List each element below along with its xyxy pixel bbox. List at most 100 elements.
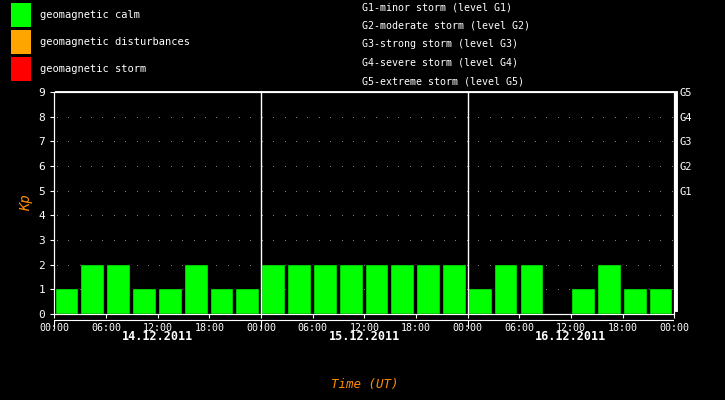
Point [529, 286, 541, 292]
Point [370, 163, 381, 169]
Bar [469, 289, 492, 314]
Bar [11, 57, 31, 81]
Point [130, 138, 142, 144]
Point [324, 114, 336, 120]
Point [666, 262, 677, 268]
Point [142, 89, 154, 95]
Point [199, 138, 211, 144]
Point [438, 262, 450, 268]
Point [62, 114, 74, 120]
Point [507, 89, 518, 95]
Point [188, 114, 199, 120]
Bar [392, 265, 414, 314]
Bar [572, 289, 595, 314]
Point [655, 114, 666, 120]
Point [120, 286, 131, 292]
Point [370, 212, 381, 218]
Point [256, 262, 268, 268]
Point [415, 138, 427, 144]
Point [461, 262, 473, 268]
Point [609, 237, 621, 243]
Point [427, 262, 439, 268]
Point [495, 138, 507, 144]
Point [347, 114, 359, 120]
Point [461, 212, 473, 218]
Point [450, 163, 461, 169]
Point [587, 212, 598, 218]
Point [473, 89, 484, 95]
Point [244, 262, 256, 268]
Point [552, 138, 563, 144]
Point [165, 237, 177, 243]
Point [631, 237, 643, 243]
Point [62, 89, 74, 95]
Point [233, 138, 245, 144]
Point [154, 237, 165, 243]
Point [450, 89, 461, 95]
Point [51, 262, 63, 268]
Point [165, 286, 177, 292]
Point [609, 89, 621, 95]
Point [130, 212, 142, 218]
Point [74, 89, 86, 95]
Point [290, 262, 302, 268]
Point [484, 114, 495, 120]
Point [427, 212, 439, 218]
Point [142, 188, 154, 194]
Point [222, 89, 233, 95]
Point [541, 163, 552, 169]
Point [210, 212, 222, 218]
Point [199, 237, 211, 243]
Point [507, 262, 518, 268]
Point [188, 138, 199, 144]
Point [563, 237, 575, 243]
Point [222, 212, 233, 218]
Point [438, 188, 450, 194]
Point [268, 237, 279, 243]
Point [666, 138, 677, 144]
Point [575, 262, 587, 268]
Point [268, 114, 279, 120]
Point [279, 237, 291, 243]
Point [176, 114, 188, 120]
Point [154, 286, 165, 292]
Point [336, 188, 347, 194]
Point [484, 286, 495, 292]
Point [631, 286, 643, 292]
Point [643, 286, 655, 292]
Point [666, 286, 677, 292]
Point [621, 138, 632, 144]
Point [484, 212, 495, 218]
Point [655, 212, 666, 218]
Point [222, 286, 233, 292]
Point [188, 89, 199, 95]
Point [393, 286, 405, 292]
Point [256, 114, 268, 120]
Point [86, 163, 97, 169]
Point [302, 212, 313, 218]
Point [461, 237, 473, 243]
Point [450, 138, 461, 144]
Point [279, 286, 291, 292]
Point [302, 286, 313, 292]
Point [541, 114, 552, 120]
Point [381, 89, 393, 95]
Point [142, 286, 154, 292]
Point [655, 286, 666, 292]
Point [336, 89, 347, 95]
Point [210, 163, 222, 169]
Point [529, 237, 541, 243]
Point [631, 262, 643, 268]
Point [358, 286, 370, 292]
Point [597, 114, 609, 120]
Point [563, 163, 575, 169]
Point [154, 262, 165, 268]
Point [404, 262, 415, 268]
Point [222, 138, 233, 144]
Point [120, 237, 131, 243]
Point [62, 138, 74, 144]
Bar [314, 265, 336, 314]
Point [393, 212, 405, 218]
Point [541, 262, 552, 268]
Point [404, 212, 415, 218]
